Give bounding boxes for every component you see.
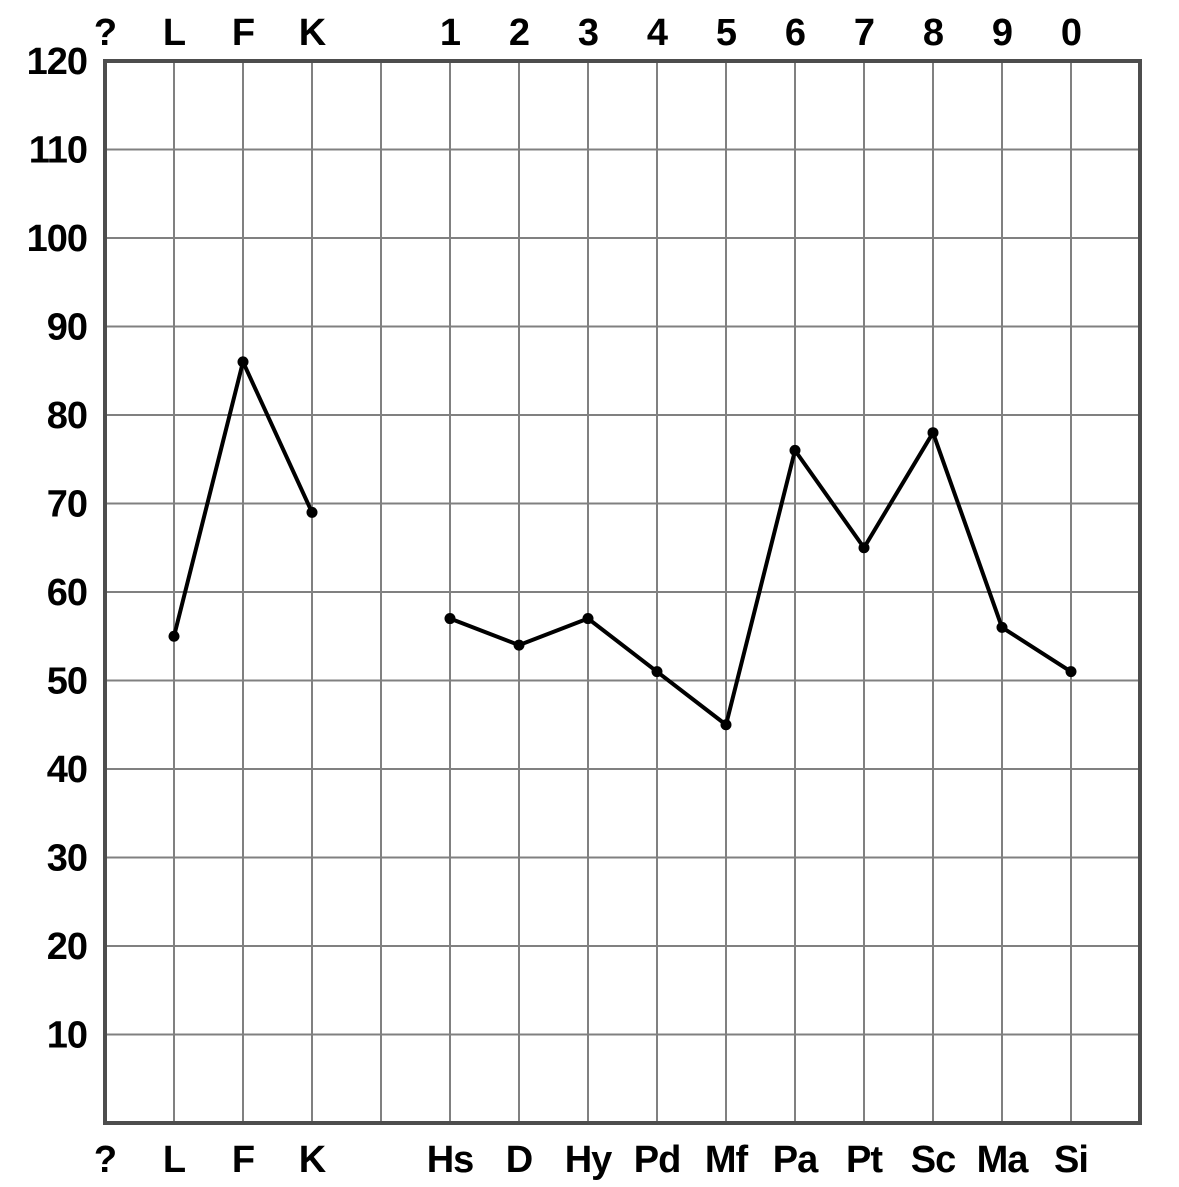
y-tick-label: 10 <box>47 1015 87 1057</box>
bottom-scale-label: K <box>299 1139 327 1181</box>
bottom-scale-label: Ma <box>977 1139 1030 1181</box>
y-tick-label: 30 <box>47 838 87 880</box>
y-tick-label: 100 <box>27 218 87 260</box>
top-scale-label: 3 <box>578 12 598 54</box>
top-scale-label: K <box>299 12 327 54</box>
data-point <box>927 427 939 439</box>
bottom-scale-label: Pt <box>846 1139 883 1181</box>
data-point <box>582 613 594 625</box>
y-tick-label: 60 <box>47 572 87 614</box>
y-tick-label: 80 <box>47 395 87 437</box>
data-point <box>444 613 456 625</box>
y-tick-label: 110 <box>29 130 87 172</box>
bottom-scale-label: D <box>506 1139 532 1181</box>
bottom-scale-label: Hs <box>427 1139 474 1181</box>
bottom-scale-label: Mf <box>705 1139 749 1181</box>
data-point <box>789 444 801 456</box>
data-point <box>996 621 1008 633</box>
profile-line-segment <box>449 428 1073 729</box>
bottom-scale-label: Si <box>1054 1139 1088 1181</box>
bottom-scale-label: F <box>232 1139 254 1181</box>
profile-lines <box>172 355 1073 729</box>
bottom-scale-name-labels: ? L F K Hs D Hy Pd Mf Pa Pt Sc Ma Si <box>94 1139 1089 1181</box>
top-scale-label: 8 <box>923 12 943 54</box>
top-scale-label: 0 <box>1061 12 1081 54</box>
top-scale-label: F <box>232 12 254 54</box>
data-point <box>306 506 318 518</box>
data-point <box>720 719 732 731</box>
y-tick-label: 40 <box>47 749 87 791</box>
data-point <box>513 639 525 651</box>
top-scale-number-labels: ? L F K 1 2 3 4 5 6 7 8 9 0 <box>94 12 1082 54</box>
y-tick-label: 90 <box>47 307 87 349</box>
top-scale-label: 7 <box>854 12 874 54</box>
top-scale-label: 5 <box>716 12 737 54</box>
data-point <box>237 356 249 368</box>
data-point <box>1065 666 1077 678</box>
bottom-scale-label: ? <box>94 1139 116 1181</box>
bottom-scale-label: Pd <box>634 1139 681 1181</box>
top-scale-label: 6 <box>785 12 805 54</box>
plot-frame <box>103 59 1142 1125</box>
y-axis-tick-labels: 120 110 100 90 80 70 60 50 40 30 20 10 <box>27 41 88 1057</box>
bottom-scale-label: Sc <box>911 1139 956 1181</box>
bottom-scale-label: Hy <box>565 1139 612 1181</box>
y-tick-label: 20 <box>47 926 87 968</box>
grid-lines <box>105 61 1140 1123</box>
top-scale-label: 2 <box>509 12 529 54</box>
top-scale-label: 4 <box>647 12 668 54</box>
top-scale-label: 1 <box>440 12 461 54</box>
data-point <box>168 630 180 642</box>
bottom-scale-label: Pa <box>773 1139 819 1181</box>
data-point <box>651 666 663 678</box>
bottom-scale-label: L <box>163 1139 186 1181</box>
y-tick-label: 50 <box>47 661 87 703</box>
y-tick-label: 70 <box>47 484 87 526</box>
top-scale-label: 9 <box>992 12 1012 54</box>
y-tick-label: 120 <box>27 41 87 83</box>
data-point <box>858 542 870 554</box>
top-scale-label: ? <box>94 12 116 54</box>
profile-points <box>168 356 1077 731</box>
top-scale-label: L <box>163 12 186 54</box>
